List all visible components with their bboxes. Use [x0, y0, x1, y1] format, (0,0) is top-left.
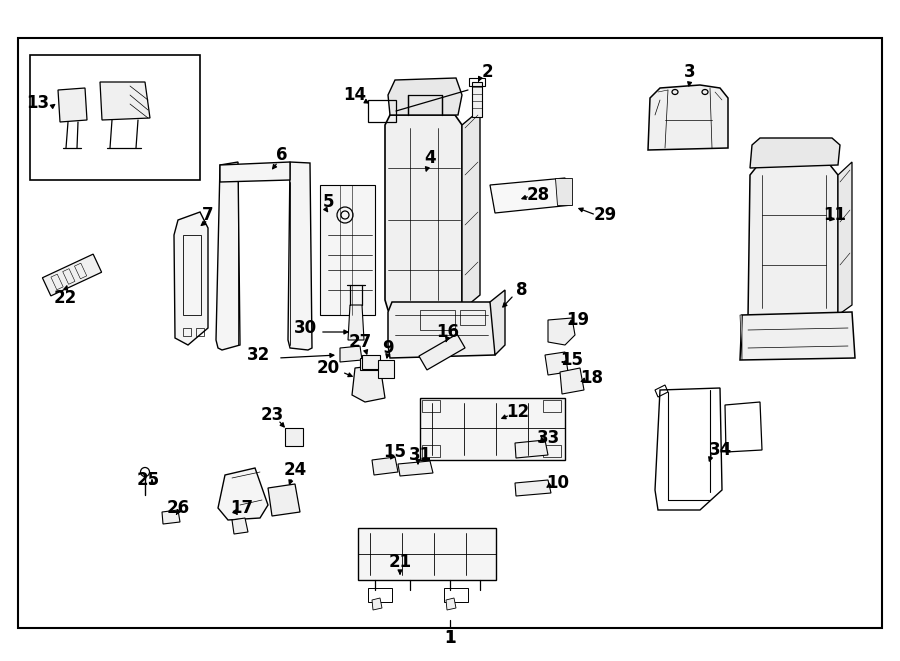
Text: 7: 7 — [202, 206, 214, 224]
Text: 2: 2 — [482, 63, 493, 81]
Polygon shape — [42, 254, 102, 296]
Polygon shape — [216, 162, 240, 350]
Text: 20: 20 — [317, 359, 339, 377]
Text: 32: 32 — [247, 346, 270, 364]
Text: 9: 9 — [382, 339, 394, 357]
Polygon shape — [220, 162, 290, 182]
Text: 1: 1 — [445, 629, 455, 647]
Bar — [543, 445, 561, 457]
Text: 30: 30 — [293, 319, 317, 337]
Text: 26: 26 — [166, 499, 190, 517]
Bar — [472, 82, 482, 117]
Polygon shape — [398, 461, 433, 476]
Bar — [460, 310, 485, 325]
Polygon shape — [515, 480, 551, 496]
Polygon shape — [545, 352, 568, 375]
Text: 18: 18 — [580, 369, 604, 387]
Text: 33: 33 — [536, 429, 560, 447]
Bar — [444, 588, 468, 602]
Polygon shape — [750, 138, 840, 168]
Polygon shape — [748, 165, 838, 318]
Text: 23: 23 — [260, 406, 284, 424]
Polygon shape — [560, 368, 584, 394]
Bar — [358, 528, 496, 580]
Polygon shape — [740, 315, 742, 360]
Text: 14: 14 — [344, 86, 366, 104]
Bar — [420, 398, 565, 460]
Bar — [18, 38, 882, 628]
Polygon shape — [268, 484, 300, 516]
Bar — [422, 400, 440, 412]
Text: 16: 16 — [436, 323, 460, 341]
Polygon shape — [418, 334, 465, 370]
Text: 11: 11 — [824, 206, 847, 224]
Polygon shape — [58, 88, 87, 122]
Text: 8: 8 — [517, 281, 527, 299]
Bar — [378, 360, 394, 378]
Polygon shape — [388, 78, 462, 115]
Bar — [469, 78, 485, 86]
Bar — [30, 55, 200, 180]
Polygon shape — [385, 115, 462, 310]
Polygon shape — [462, 110, 480, 310]
Polygon shape — [232, 518, 248, 534]
Text: 19: 19 — [566, 311, 590, 329]
Text: 10: 10 — [546, 474, 570, 492]
Text: 4: 4 — [424, 149, 436, 167]
Text: 15: 15 — [383, 443, 407, 461]
Bar — [362, 355, 380, 369]
Bar — [196, 328, 204, 336]
Polygon shape — [348, 305, 364, 340]
Bar — [285, 428, 303, 446]
Bar — [360, 358, 378, 370]
Bar — [183, 235, 201, 315]
Polygon shape — [352, 365, 385, 402]
Polygon shape — [372, 457, 398, 475]
Polygon shape — [174, 212, 208, 345]
Text: 27: 27 — [348, 333, 372, 351]
Text: 25: 25 — [137, 471, 159, 489]
Polygon shape — [555, 178, 572, 205]
Text: 17: 17 — [230, 499, 254, 517]
Polygon shape — [218, 468, 268, 520]
Text: 6: 6 — [276, 146, 288, 164]
Polygon shape — [446, 598, 456, 610]
Text: 3: 3 — [684, 63, 696, 81]
Text: 34: 34 — [708, 441, 732, 459]
Bar — [420, 310, 455, 330]
Bar — [543, 400, 561, 412]
Text: 29: 29 — [593, 206, 616, 224]
Polygon shape — [548, 318, 575, 345]
Text: 28: 28 — [526, 186, 550, 204]
Bar — [422, 445, 440, 457]
Polygon shape — [100, 82, 150, 120]
Polygon shape — [372, 598, 382, 610]
Text: 15: 15 — [561, 351, 583, 369]
Text: 22: 22 — [53, 289, 76, 307]
Polygon shape — [162, 510, 180, 524]
Polygon shape — [648, 85, 728, 150]
Text: 21: 21 — [389, 553, 411, 571]
Bar — [183, 328, 191, 336]
Polygon shape — [288, 162, 312, 350]
Polygon shape — [340, 346, 362, 362]
Text: 5: 5 — [322, 193, 334, 211]
Bar — [368, 588, 392, 602]
Polygon shape — [740, 312, 855, 360]
Polygon shape — [490, 290, 505, 355]
Polygon shape — [490, 178, 572, 213]
Text: 12: 12 — [507, 403, 529, 421]
Bar — [320, 185, 375, 315]
Text: 24: 24 — [284, 461, 307, 479]
Text: 31: 31 — [409, 446, 432, 464]
Bar — [368, 100, 396, 122]
Text: 1: 1 — [445, 629, 455, 647]
Polygon shape — [515, 440, 548, 458]
Text: 13: 13 — [26, 94, 50, 112]
Polygon shape — [388, 302, 495, 358]
Polygon shape — [838, 162, 852, 315]
